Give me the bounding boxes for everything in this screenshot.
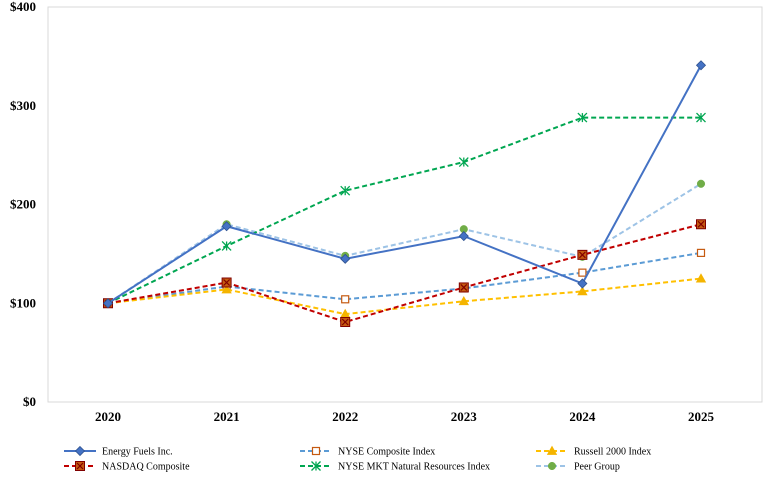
data-point [340, 317, 351, 328]
data-point [221, 277, 232, 288]
data-point [341, 295, 350, 304]
y-tick-label: $400 [10, 0, 36, 14]
data-point [458, 295, 469, 306]
data-point [458, 231, 469, 242]
data-point [578, 268, 587, 277]
legend-label: Energy Fuels Inc. [102, 447, 173, 458]
series-line [107, 64, 702, 305]
series-nyse-composite-index [103, 248, 706, 308]
legend-label: Peer Group [574, 462, 620, 473]
data-point [696, 112, 706, 123]
series-line [107, 251, 702, 305]
y-tick-label: $100 [10, 295, 36, 310]
series-line [107, 223, 702, 324]
legend-label: NASDAQ Composite [102, 462, 190, 473]
x-axis: 2020 2021 2022 2023 2024 2025 [95, 409, 715, 424]
series-line [107, 182, 702, 305]
legend-label: Russell 2000 Index [574, 447, 651, 458]
data-point [695, 60, 707, 71]
series-line [107, 116, 701, 305]
data-point [577, 249, 588, 260]
data-point [577, 112, 588, 123]
data-point [221, 241, 232, 251]
y-tick-label: $300 [10, 98, 36, 113]
legend-item: Peer Group [536, 462, 620, 473]
data-point [458, 282, 469, 293]
data-point [696, 248, 706, 257]
legend-item: NYSE MKT Natural Resources Index [300, 461, 490, 473]
legend-marker [311, 446, 321, 456]
plot-border [47, 6, 763, 403]
data-point [221, 221, 232, 232]
x-tick-label: 2020 [95, 409, 121, 424]
data-point [696, 179, 706, 188]
data-point [102, 298, 114, 309]
x-tick-label: 2022 [332, 409, 358, 424]
data-point [695, 273, 707, 283]
legend-item: Energy Fuels Inc. [64, 445, 173, 458]
data-point [221, 284, 232, 294]
series-line [107, 277, 702, 316]
series-russell-2000-index [102, 273, 707, 319]
x-tick-label: 2021 [214, 409, 240, 424]
legend-item: NASDAQ Composite [64, 461, 190, 473]
data-point [340, 253, 351, 264]
x-tick-label: 2024 [569, 409, 596, 424]
series-energy-fuels-inc [102, 60, 707, 309]
series-layer [102, 60, 707, 328]
data-point [340, 185, 351, 196]
x-tick-label: 2023 [451, 409, 478, 424]
legend-marker [75, 461, 85, 471]
y-tick-label: $200 [10, 197, 36, 212]
legend-item: Russell 2000 Index [536, 445, 651, 458]
data-point [577, 278, 588, 289]
legend-marker [547, 461, 557, 471]
series-peer-group [103, 179, 706, 308]
legend-item: NYSE Composite Index [300, 447, 435, 458]
legend-marker [311, 461, 321, 471]
y-axis: $0 $100 $200 $300 $400 [10, 0, 36, 409]
data-point [577, 286, 588, 296]
data-point [696, 219, 706, 230]
x-tick-label: 2025 [688, 409, 715, 424]
legend: Energy Fuels Inc. NYSE Composite Index Rus… [64, 445, 651, 473]
series-nyse-mkt-natural-resources-index [103, 112, 706, 309]
legend-marker [546, 445, 558, 455]
y-tick-label: $0 [23, 394, 36, 409]
legend-label: NYSE MKT Natural Resources Index [338, 462, 490, 473]
data-point [458, 157, 469, 167]
legend-marker [74, 445, 86, 457]
legend-label: NYSE Composite Index [338, 447, 435, 458]
